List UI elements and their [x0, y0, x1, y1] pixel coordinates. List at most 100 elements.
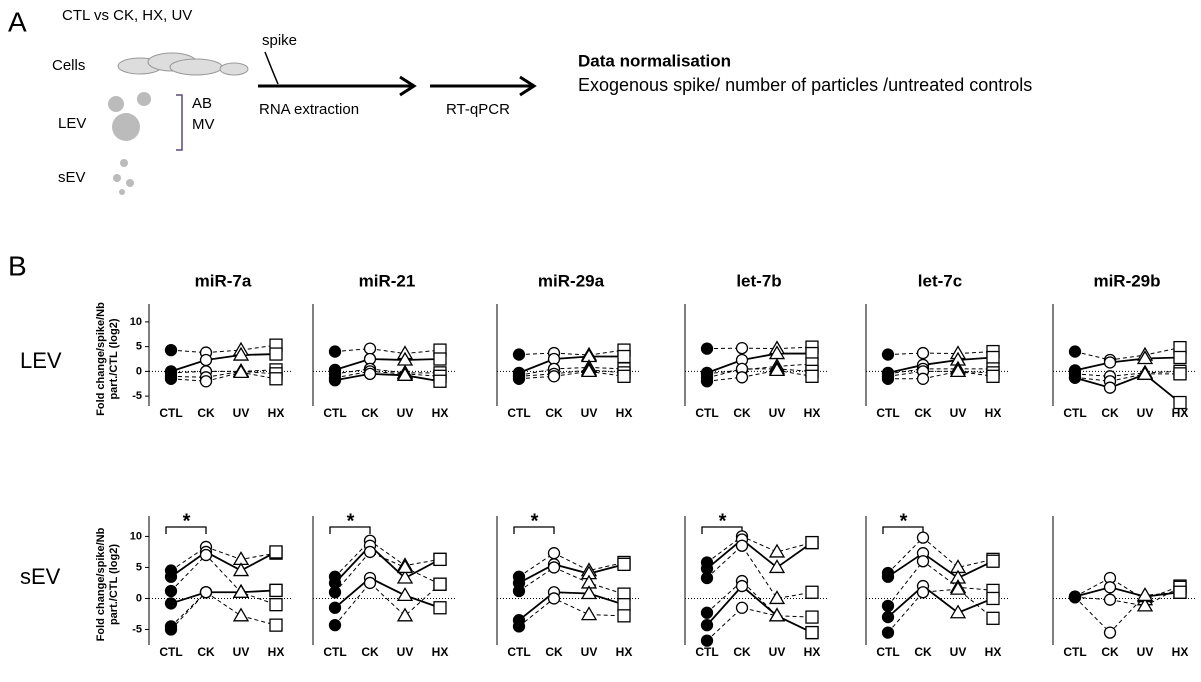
marker: [1136, 587, 1154, 602]
series-line: [518, 366, 625, 376]
marker: [916, 531, 930, 544]
marker: [396, 587, 414, 602]
marker: [700, 571, 714, 585]
series-line: [887, 552, 994, 580]
series-line: [170, 546, 277, 571]
y-tick-label: 10: [130, 316, 142, 328]
marker: [1136, 597, 1154, 612]
x-tick-label: CTL: [323, 645, 346, 659]
series-line: [888, 370, 994, 380]
marker: [1068, 345, 1082, 358]
marker: [805, 610, 819, 624]
spike-label: spike: [262, 32, 297, 49]
x-tick-label: UV: [950, 406, 967, 420]
series-line: [334, 551, 441, 593]
marker: [164, 623, 178, 636]
chart-title: miR-7a: [195, 271, 252, 290]
conditions: CTL vs CK, HX, UV: [62, 7, 192, 24]
marker: [433, 374, 447, 388]
marker: [986, 350, 1000, 365]
series-line: [334, 576, 441, 609]
marker: [986, 591, 1000, 606]
y-tick-label: 0: [136, 592, 142, 604]
significance-bracket: [329, 526, 371, 534]
series-line: [887, 588, 994, 633]
x-tick-label: UV: [1137, 645, 1154, 659]
sev-label: sEV: [58, 169, 86, 186]
series-line: [706, 607, 813, 642]
marker: [547, 592, 561, 605]
marker: [328, 618, 342, 632]
marker: [232, 562, 250, 577]
ev-icon: [108, 92, 151, 195]
marker: [1136, 350, 1154, 365]
marker: [617, 598, 631, 612]
marker: [916, 555, 930, 568]
x-tick-label: HX: [1172, 645, 1189, 659]
series-line: [887, 584, 994, 618]
marker: [735, 601, 749, 614]
x-tick-label: HX: [985, 645, 1002, 659]
series-line: [334, 368, 440, 375]
marker: [881, 599, 895, 613]
marker: [700, 606, 714, 619]
marker: [269, 347, 283, 361]
x-tick-label: CTL: [1063, 406, 1086, 420]
x-tick-label: UV: [1137, 406, 1154, 420]
marker: [916, 346, 930, 360]
marker: [512, 372, 526, 385]
x-tick-label: CK: [914, 406, 932, 420]
arrow: [430, 75, 537, 97]
series-line: [518, 552, 625, 578]
marker: [232, 364, 250, 379]
marker: [986, 611, 1000, 625]
marker: [1103, 356, 1117, 369]
marker: [199, 375, 213, 388]
marker: [328, 374, 342, 387]
x-tick-label: CK: [361, 406, 379, 420]
marker: [512, 348, 526, 361]
x-tick-label: HX: [804, 406, 821, 420]
marker: [547, 547, 561, 560]
series-line: [334, 370, 441, 379]
marker: [805, 625, 819, 640]
marker: [735, 539, 749, 552]
series-line: [170, 369, 277, 374]
series-line: [518, 369, 625, 377]
cells-icon: [117, 52, 249, 76]
marker: [617, 557, 631, 571]
marker: [805, 535, 819, 550]
x-tick-label: UV: [950, 645, 967, 659]
normalisation-text: Exogenous spike/ number of particles /un…: [578, 75, 1032, 95]
marker: [363, 342, 377, 355]
y-tick-label: 0: [136, 365, 142, 377]
cells-label: Cells: [52, 57, 85, 74]
marker: [949, 604, 967, 619]
y-tick-label: 10: [130, 530, 142, 542]
marker: [199, 548, 213, 562]
series-line: [1074, 586, 1181, 607]
series-line: [170, 550, 277, 578]
series-line: [334, 540, 441, 578]
series-line: [706, 580, 813, 618]
row-label: sEV: [20, 564, 61, 589]
marker: [547, 370, 561, 383]
chart-title: miR-29a: [538, 271, 605, 290]
mv-label: MV: [192, 116, 215, 133]
marker: [433, 601, 447, 615]
marker: [164, 584, 178, 598]
series-line: [170, 554, 277, 606]
series-line: [518, 597, 625, 627]
significance-label: *: [183, 510, 191, 532]
marker: [199, 353, 213, 367]
x-tick-label: HX: [1172, 406, 1189, 420]
series-line: [887, 370, 994, 377]
series-line: [1074, 373, 1181, 404]
x-tick-label: CTL: [159, 645, 182, 659]
marker: [164, 372, 178, 385]
x-tick-label: CK: [1101, 406, 1119, 420]
marker: [1173, 367, 1187, 381]
marker: [363, 545, 377, 559]
series-line: [1074, 591, 1181, 634]
marker: [328, 586, 342, 599]
